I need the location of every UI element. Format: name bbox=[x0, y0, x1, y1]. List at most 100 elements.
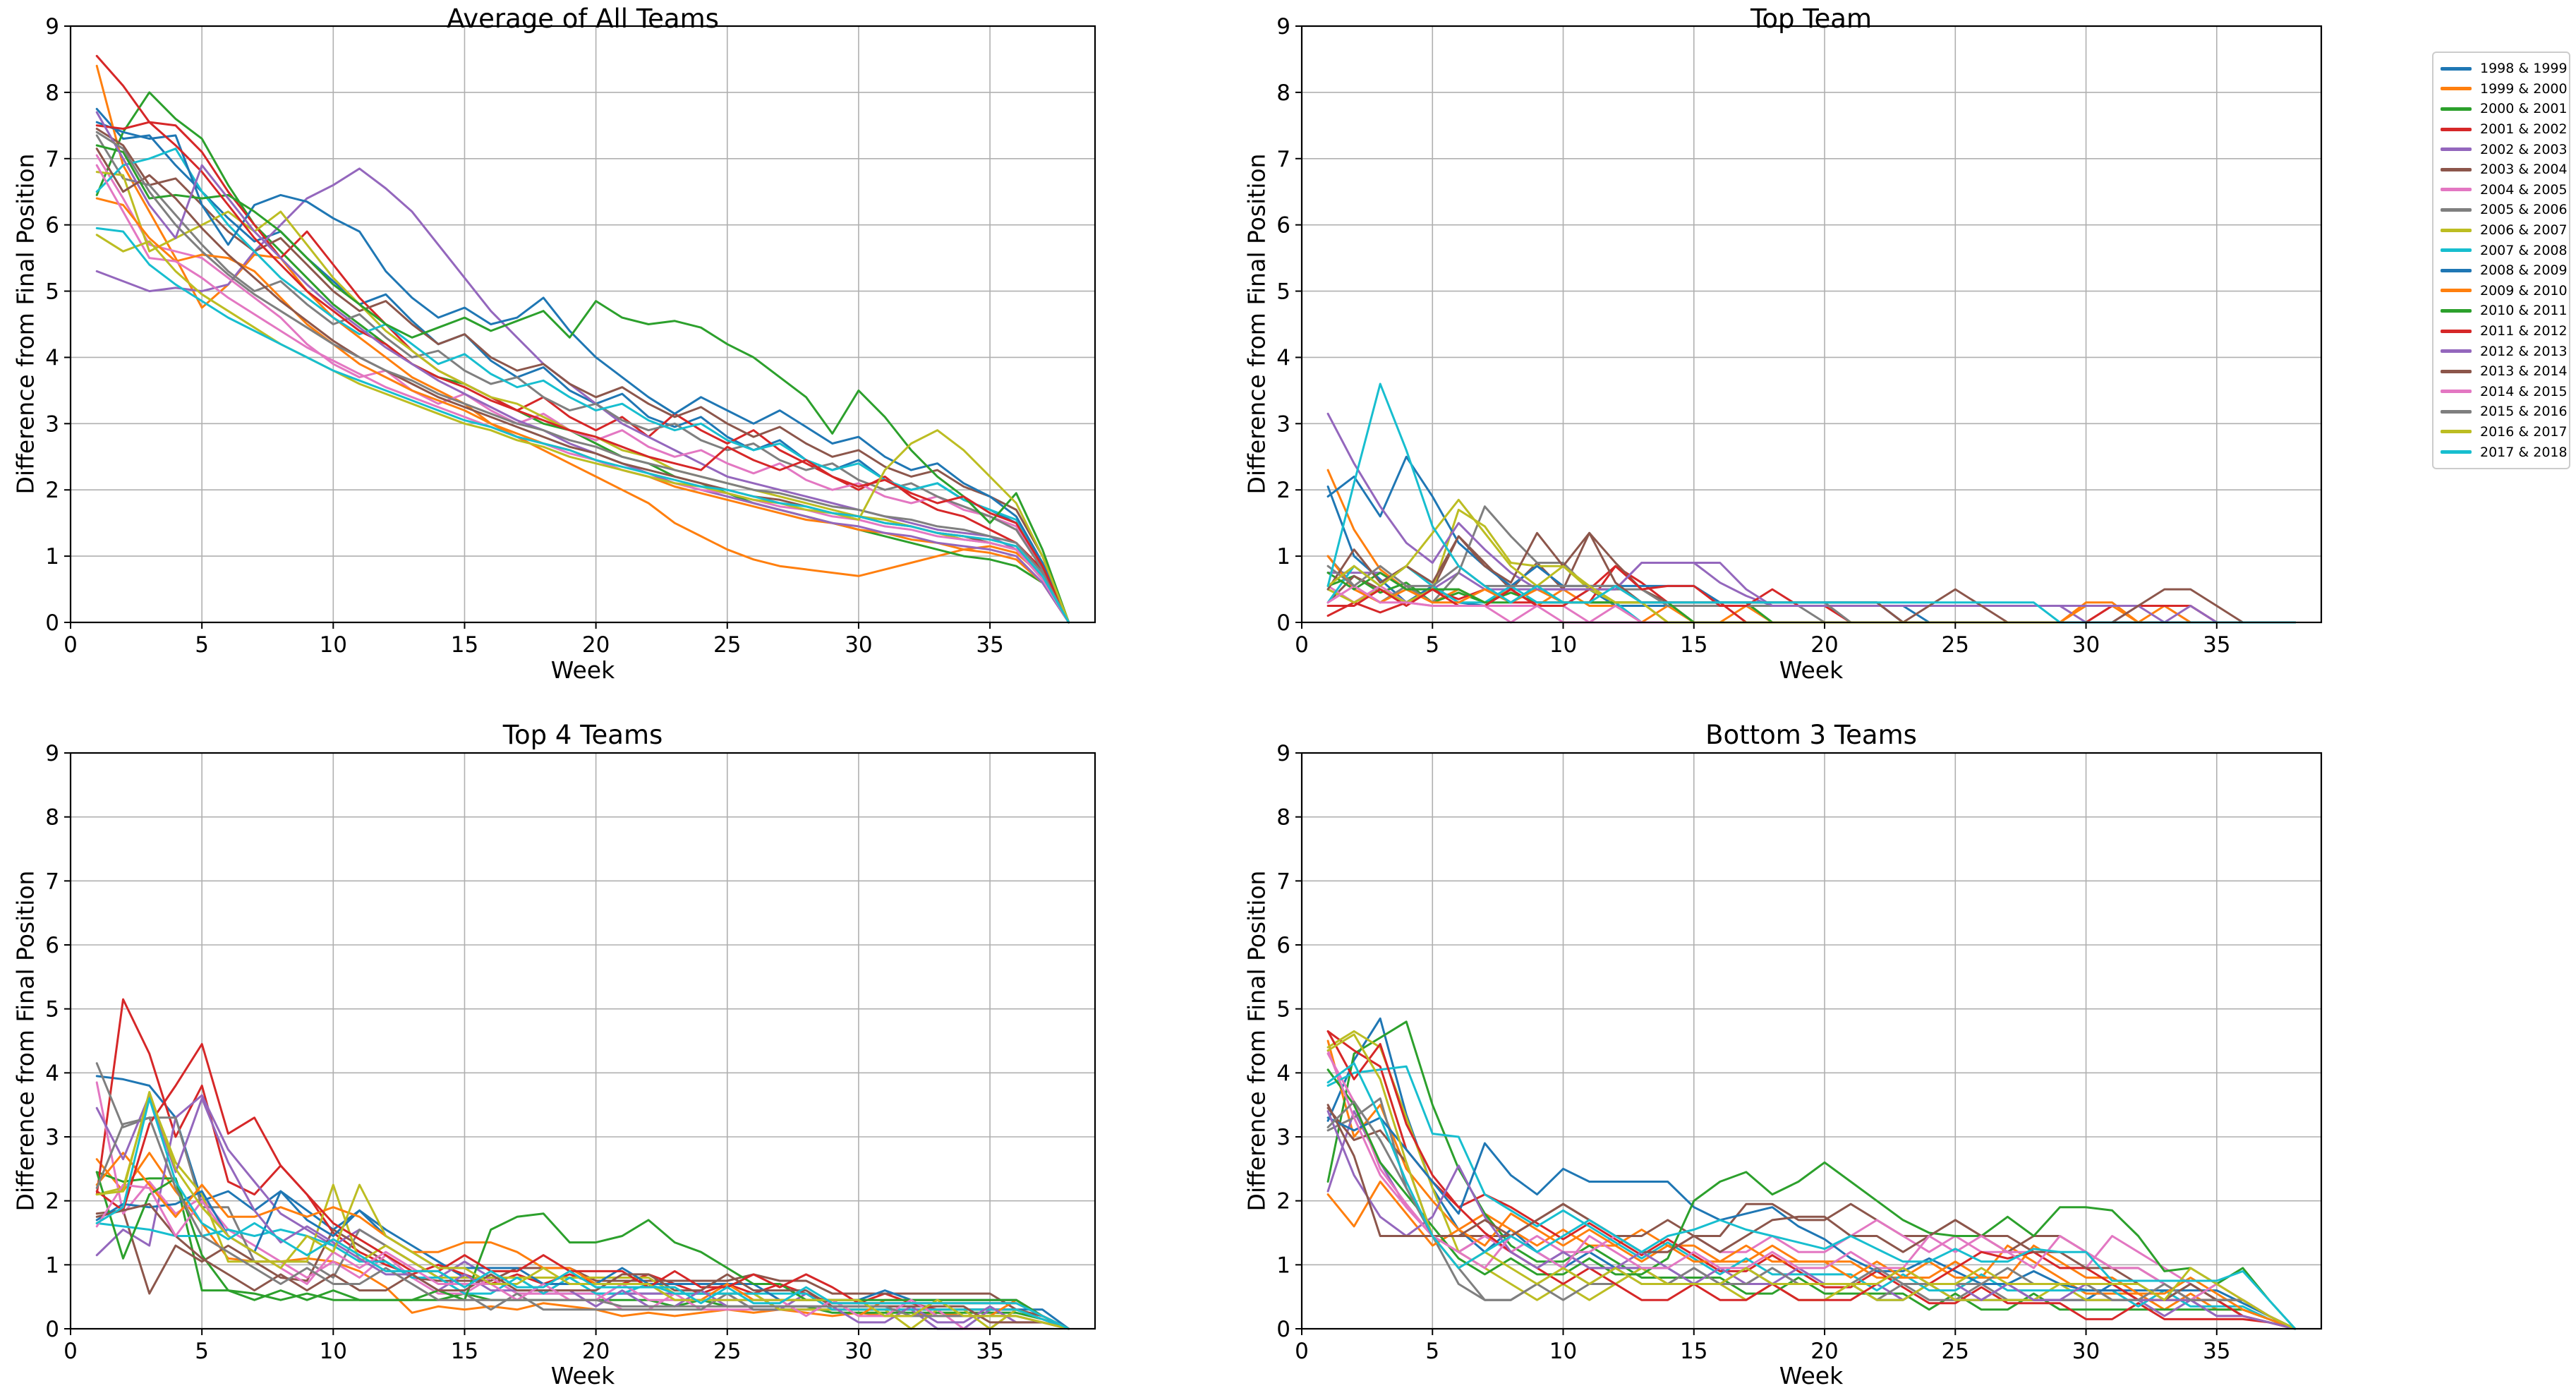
series-line-20102011 bbox=[1326, 1068, 2297, 1330]
series-line-20062007 bbox=[95, 1094, 1070, 1330]
x-tick-label: 35 bbox=[976, 632, 1003, 658]
y-tick-label: 0 bbox=[45, 610, 59, 636]
series-line-20132014 bbox=[1326, 1104, 2297, 1330]
x-axis-label-top-4-teams: Week bbox=[550, 1362, 615, 1389]
x-tick-label: 30 bbox=[845, 1339, 872, 1364]
series-line-20152016 bbox=[95, 131, 1070, 624]
series-line-20162017 bbox=[1326, 1033, 2297, 1330]
legend-label: 2013 & 2014 bbox=[2480, 363, 2568, 380]
legend-item: 2012 & 2013 bbox=[2441, 341, 2568, 361]
legend-label: 2005 & 2006 bbox=[2480, 202, 2568, 218]
y-tick-label: 8 bbox=[1276, 805, 1290, 831]
legend-item: 2014 & 2015 bbox=[2441, 382, 2568, 402]
legend-line-swatch bbox=[2441, 66, 2472, 71]
series-line-20072008 bbox=[95, 147, 1070, 624]
y-axis-label-bottom-3-teams: Difference from Final Position bbox=[1242, 870, 1271, 1212]
series-line-20002001 bbox=[1326, 1020, 2297, 1330]
series-line-20172018 bbox=[1326, 382, 2297, 624]
series-line-20142015 bbox=[95, 164, 1070, 624]
series-line-20042005 bbox=[95, 154, 1070, 624]
legend-item: 2004 & 2005 bbox=[2441, 180, 2568, 200]
series-line-20162017 bbox=[95, 234, 1070, 624]
x-tick-label: 10 bbox=[320, 1339, 347, 1364]
x-tick-label: 15 bbox=[1680, 1339, 1707, 1364]
series-line-20172018 bbox=[95, 227, 1070, 624]
y-tick-label: 5 bbox=[1276, 997, 1290, 1023]
x-tick-label: 35 bbox=[2203, 1339, 2230, 1364]
y-tick-label: 7 bbox=[1276, 869, 1290, 894]
y-tick-label: 8 bbox=[45, 805, 59, 831]
legend-line-swatch bbox=[2441, 228, 2472, 232]
legend-item: 2015 & 2016 bbox=[2441, 402, 2568, 422]
legend-line-swatch bbox=[2441, 369, 2472, 373]
x-tick-label: 20 bbox=[582, 632, 610, 658]
y-tick-label: 8 bbox=[45, 80, 59, 106]
legend-line-swatch bbox=[2441, 268, 2472, 272]
y-axis-label-average-of-all-teams: Difference from Final Position bbox=[11, 153, 40, 495]
x-tick-label: 0 bbox=[64, 1339, 78, 1364]
legend-item: 2010 & 2011 bbox=[2441, 301, 2568, 321]
legend-item: 2007 & 2008 bbox=[2441, 240, 2568, 260]
legend-line-swatch bbox=[2441, 349, 2472, 354]
series-line-20172018 bbox=[1326, 1062, 2297, 1330]
legend-label: 2002 & 2003 bbox=[2480, 141, 2568, 157]
legend: 1998 & 1999 1999 & 2000 2000 & 2001 2001 & … bbox=[2432, 52, 2570, 469]
legend-line-swatch bbox=[2441, 390, 2472, 394]
x-tick-label: 15 bbox=[451, 1339, 478, 1364]
legend-label: 2017 & 2018 bbox=[2480, 444, 2568, 460]
series-line-20052006 bbox=[95, 1062, 1070, 1330]
legend-line-swatch bbox=[2441, 87, 2472, 91]
y-tick-label: 9 bbox=[1276, 741, 1290, 766]
legend-line-swatch bbox=[2441, 248, 2472, 253]
x-tick-label: 15 bbox=[451, 632, 478, 658]
chart-title-top-team: Top Team bbox=[1750, 4, 1872, 34]
series-line-20032004 bbox=[95, 128, 1070, 624]
series-line-20132014 bbox=[95, 147, 1070, 624]
y-tick-label: 6 bbox=[1276, 213, 1290, 239]
y-tick-label: 7 bbox=[45, 869, 59, 894]
plot-border bbox=[69, 752, 1096, 1330]
series-line-20082009 bbox=[95, 121, 1070, 624]
chart-title-bottom-3-teams: Bottom 3 Teams bbox=[1705, 720, 1917, 750]
x-axis-label-average-of-all-teams: Week bbox=[550, 656, 615, 684]
legend-line-swatch bbox=[2441, 127, 2472, 131]
x-tick-label: 15 bbox=[1680, 632, 1707, 658]
x-tick-label: 25 bbox=[713, 1339, 741, 1364]
legend-line-swatch bbox=[2441, 147, 2472, 152]
legend-line-swatch bbox=[2441, 289, 2472, 293]
legend-label: 2010 & 2011 bbox=[2480, 303, 2568, 319]
y-tick-label: 1 bbox=[45, 1253, 59, 1278]
legend-item: 2000 & 2001 bbox=[2441, 99, 2568, 119]
y-tick-label: 4 bbox=[45, 1061, 59, 1086]
x-axis-label-bottom-3-teams: Week bbox=[1779, 1362, 1844, 1389]
y-tick-label: 6 bbox=[45, 933, 59, 958]
y-tick-label: 4 bbox=[1276, 345, 1290, 370]
y-axis-label-top-4-teams: Difference from Final Position bbox=[11, 870, 40, 1212]
x-tick-label: 0 bbox=[1295, 1339, 1309, 1364]
y-tick-label: 3 bbox=[1276, 1125, 1290, 1150]
series-line-20012002 bbox=[95, 54, 1070, 624]
series-line-20122013 bbox=[1326, 412, 2297, 624]
legend-item: 2001 & 2002 bbox=[2441, 119, 2568, 140]
x-tick-label: 25 bbox=[1942, 632, 1969, 658]
x-tick-label: 0 bbox=[1295, 632, 1309, 658]
y-tick-label: 5 bbox=[1276, 279, 1290, 305]
x-tick-label: 10 bbox=[1549, 1339, 1577, 1364]
series-line-20052006 bbox=[95, 134, 1070, 624]
series-line-20152016 bbox=[1326, 1100, 2297, 1330]
y-tick-label: 0 bbox=[45, 1317, 59, 1342]
series-line-20112012 bbox=[95, 121, 1070, 624]
series-line-20122013 bbox=[95, 1094, 1070, 1330]
y-tick-label: 3 bbox=[45, 1125, 59, 1150]
series-line-20142015 bbox=[1326, 1049, 2297, 1330]
legend-label: 2000 & 2001 bbox=[2480, 101, 2568, 117]
chart-title-top-4-teams: Top 4 Teams bbox=[502, 720, 663, 750]
x-tick-label: 5 bbox=[195, 1339, 209, 1364]
x-tick-label: 10 bbox=[320, 632, 347, 658]
y-tick-label: 0 bbox=[1276, 1317, 1290, 1342]
y-tick-label: 7 bbox=[45, 147, 59, 172]
x-tick-label: 30 bbox=[845, 632, 872, 658]
legend-item: 2005 & 2006 bbox=[2441, 200, 2568, 220]
x-tick-label: 35 bbox=[976, 1339, 1003, 1364]
